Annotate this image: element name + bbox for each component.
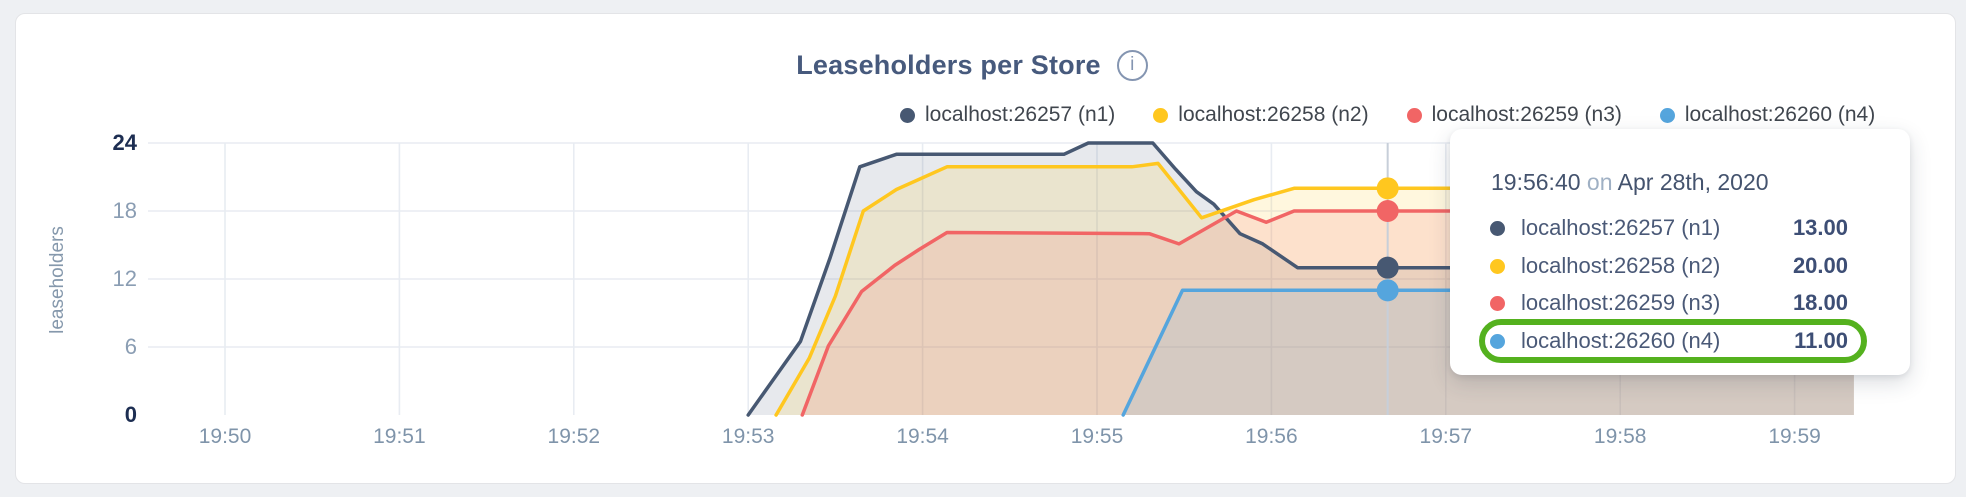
series-line bbox=[746, 141, 1856, 417]
legend-dot-icon bbox=[1659, 107, 1675, 123]
legend-dot-icon bbox=[900, 107, 915, 123]
legend-item-n2[interactable]: localhost:26258 (n2) bbox=[1153, 103, 1369, 127]
legend-item-n4[interactable]: localhost:26260 (n4) bbox=[1659, 103, 1876, 127]
tooltip-time: 19:56:40 bbox=[1491, 169, 1581, 195]
legend-item-label: localhost:26257 (n1) bbox=[925, 103, 1116, 126]
x-tick-label: 19:59 bbox=[1768, 425, 1821, 448]
x-tick-label: 19:55 bbox=[1070, 425, 1124, 448]
y-tick-label: 12 bbox=[112, 266, 137, 291]
tooltip-row: localhost:26260 (n4) 11.00 bbox=[1450, 327, 1910, 355]
tooltip-row: localhost:26258 (n2) 20.00 bbox=[1450, 252, 1910, 280]
tooltip-row: localhost:26259 (n3) 18.00 bbox=[1450, 289, 1910, 317]
tooltip-row-dot-icon bbox=[1490, 334, 1505, 350]
tooltip-row-dot-icon bbox=[1490, 221, 1505, 236]
x-tick-label: 19:58 bbox=[1593, 425, 1647, 448]
tooltip-row-value: 20.00 bbox=[1792, 252, 1848, 278]
y-tick-label: 0 bbox=[124, 402, 137, 427]
tooltip-row-label: localhost:26258 (n2) bbox=[1521, 252, 1721, 278]
tooltip-row-dot-icon bbox=[1490, 258, 1505, 274]
hover-point bbox=[1376, 200, 1399, 222]
x-tick-label: 19:56 bbox=[1245, 425, 1298, 448]
chart-title: Leaseholders per Store bbox=[796, 49, 1101, 80]
legend-dot-icon bbox=[1406, 107, 1422, 123]
tooltip-row: localhost:26257 (n1) 13.00 bbox=[1450, 214, 1910, 242]
x-tick-label: 19:51 bbox=[373, 425, 426, 448]
tooltip-row-value: 11.00 bbox=[1794, 328, 1848, 354]
tooltip-row-value: 13.00 bbox=[1792, 215, 1848, 240]
legend-item-label: localhost:26260 (n4) bbox=[1684, 103, 1876, 126]
x-tick-label: 19:57 bbox=[1419, 425, 1473, 448]
info-icon[interactable]: i bbox=[1116, 49, 1148, 81]
hover-point bbox=[1376, 256, 1399, 279]
legend-item-n1[interactable]: localhost:26257 (n1) bbox=[900, 103, 1115, 127]
legend: localhost:26257 (n1) localhost:26258 (n2)… bbox=[900, 103, 1875, 127]
hover-tooltip: 19:56:40 on Apr 28th, 2020 localhost:262… bbox=[1450, 129, 1910, 375]
hover-point bbox=[1376, 177, 1399, 200]
legend-dot-icon bbox=[1153, 107, 1169, 123]
tooltip-row-label: localhost:26260 (n4) bbox=[1521, 328, 1721, 354]
series-line bbox=[774, 161, 1856, 417]
tooltip-row-label: localhost:26257 (n1) bbox=[1521, 215, 1721, 240]
tooltip-row-value: 18.00 bbox=[1792, 290, 1848, 316]
x-tick-label: 19:54 bbox=[896, 425, 949, 448]
legend-item-label: localhost:26259 (n3) bbox=[1431, 103, 1622, 126]
tooltip-date: Apr 28th, 2020 bbox=[1617, 169, 1769, 195]
legend-item-n3[interactable]: localhost:26259 (n3) bbox=[1406, 103, 1622, 127]
tooltip-on-word: on bbox=[1586, 169, 1613, 195]
chart-header: Leaseholders per Store i bbox=[0, 48, 1944, 82]
y-tick-label: 24 bbox=[112, 130, 137, 155]
y-tick-label: 6 bbox=[124, 334, 137, 359]
x-tick-label: 19:50 bbox=[198, 425, 252, 448]
tooltip-row-dot-icon bbox=[1490, 296, 1505, 312]
x-tick-label: 19:52 bbox=[547, 425, 601, 448]
tooltip-row-label: localhost:26259 (n3) bbox=[1521, 290, 1721, 316]
legend-item-label: localhost:26258 (n2) bbox=[1178, 103, 1369, 126]
tooltip-timestamp: 19:56:40 on Apr 28th, 2020 bbox=[1491, 169, 1769, 196]
series-line bbox=[800, 209, 1856, 417]
x-tick-label: 19:53 bbox=[721, 425, 775, 448]
y-tick-label: 18 bbox=[112, 198, 137, 223]
hover-point bbox=[1376, 279, 1399, 302]
